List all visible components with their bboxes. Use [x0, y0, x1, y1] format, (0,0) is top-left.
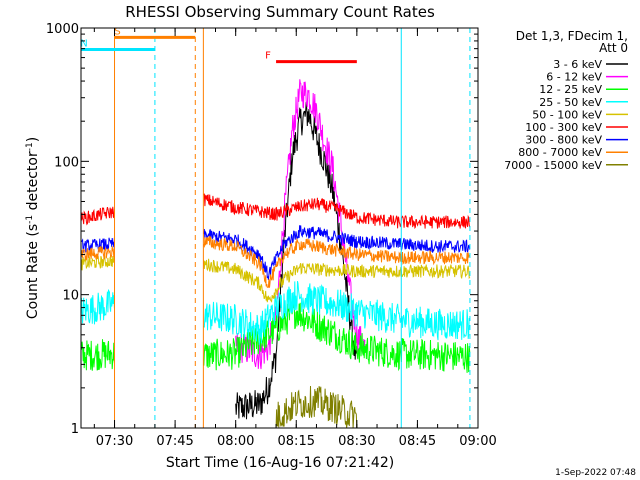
series-line: [275, 385, 358, 429]
y-tick-label: 100: [54, 155, 79, 170]
marker-layer: S N F: [80, 26, 471, 428]
legend-label: 7000 - 15000 keV: [504, 159, 602, 172]
x-tick-label: 08:30: [338, 434, 375, 449]
y-axis-label-part: Count Rate (s: [25, 224, 41, 319]
interval-label: F: [265, 51, 271, 62]
axes: 1 10 100 1000 07:30 07:45 08:00 08:15 08:30 08:45…: [46, 22, 497, 449]
x-axis-label: Start Time (16-Aug-16 07:21:42): [166, 455, 394, 471]
x-tick-label: 08:45: [399, 434, 436, 449]
legend-header-line-2: Att 0: [599, 41, 628, 55]
series-line: [80, 193, 471, 230]
legend-label: 6 - 12 keV: [546, 71, 602, 84]
x-tick-label: 07:30: [96, 434, 133, 449]
legend-label: 12 - 25 keV: [539, 83, 602, 96]
interval-label: S: [114, 26, 120, 37]
x-tick-label: 07:45: [156, 434, 193, 449]
legend-header-line-1: Det 1,3, FDecim 1,: [516, 29, 628, 43]
y-axis-label: Count Rate (s-1 detector-1): [25, 137, 41, 319]
plot-frame: [80, 27, 479, 429]
series-line: [80, 280, 471, 345]
y-tick-label: 10: [62, 289, 79, 304]
date-stamp: 1-Sep-2022 07:48: [555, 468, 636, 478]
y-axis-label-superscript: -1: [25, 142, 35, 151]
legend-label: 100 - 300 keV: [525, 121, 602, 134]
legend-label: 3 - 6 keV: [553, 58, 602, 71]
y-axis-label-part: detector: [25, 151, 41, 215]
y-axis-label-part: ): [25, 137, 41, 142]
x-tick-label: 09:00: [459, 434, 496, 449]
series-line: [80, 300, 471, 373]
series-line: [80, 225, 471, 280]
legend-label: 50 - 100 keV: [532, 108, 602, 121]
x-tick-label: 08:15: [278, 434, 315, 449]
y-tick-label: 1: [71, 422, 79, 437]
series-layer: [80, 79, 471, 429]
series-line: [80, 254, 471, 303]
interval-label: N: [80, 38, 87, 49]
legend-label: 300 - 800 keV: [525, 134, 602, 147]
legend-label: 800 - 7000 keV: [518, 146, 602, 159]
x-tick-label: 08:00: [217, 434, 254, 449]
series-line: [80, 235, 471, 288]
y-axis-label-superscript: -1: [25, 215, 35, 224]
legend-label: 25 - 50 keV: [539, 96, 602, 109]
y-tick-label: 1000: [46, 22, 79, 37]
chart-title: RHESSI Observing Summary Count Rates: [125, 3, 435, 21]
series-line: [235, 101, 358, 420]
